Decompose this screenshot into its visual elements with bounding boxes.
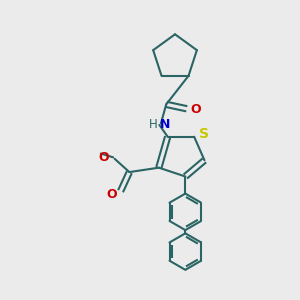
Text: O: O xyxy=(99,151,110,164)
Text: N: N xyxy=(159,118,170,131)
Text: S: S xyxy=(199,127,208,141)
Text: O: O xyxy=(190,103,201,116)
Text: H: H xyxy=(148,118,157,131)
Text: O: O xyxy=(106,188,117,201)
